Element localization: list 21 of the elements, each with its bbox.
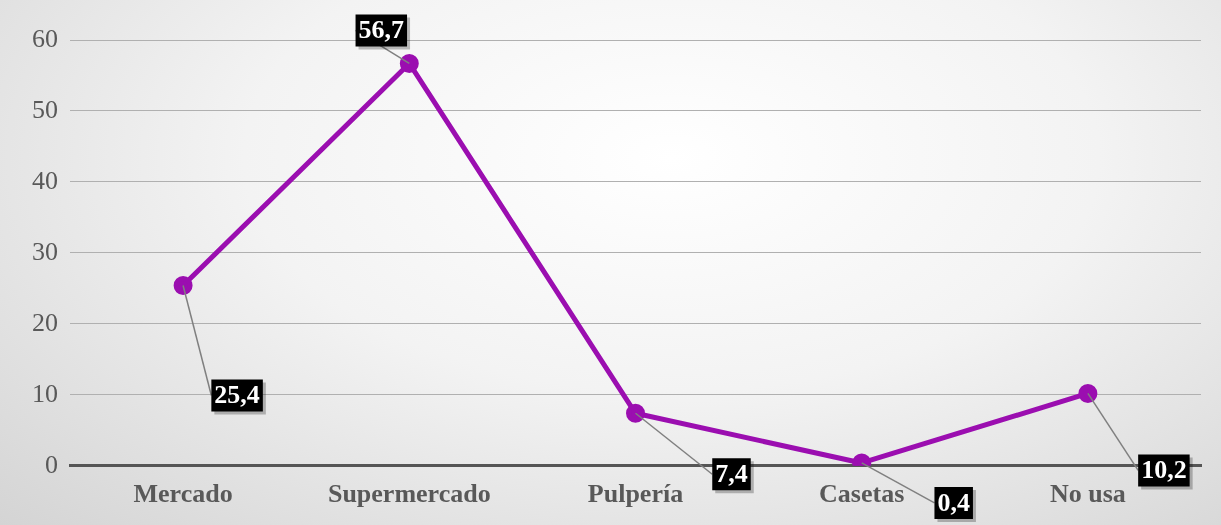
y-tick-label: 0 (45, 449, 58, 479)
x-tick-label: No usa (1049, 479, 1126, 509)
data-label: 7,4 (715, 459, 748, 488)
point (173, 276, 193, 296)
x-tick-label: Casetas (819, 479, 905, 509)
y-tick-label: 30 (32, 236, 58, 266)
x-tick-label: Supermercado (327, 479, 491, 509)
data-label: 56,7 (358, 15, 405, 45)
x-tick-label: Pulpería (587, 479, 684, 509)
x-tick-label: Mercado (133, 479, 233, 509)
point (626, 403, 645, 423)
data-label: 25,4 (214, 380, 260, 410)
y-tick-label: 20 (32, 307, 58, 337)
y-tick-label: 10 (32, 378, 58, 408)
y-tick-label: 60 (32, 23, 58, 53)
point (399, 53, 419, 73)
point (1078, 383, 1098, 403)
y-tick-label: 50 (32, 94, 58, 124)
y-tick-label: 40 (32, 165, 58, 195)
data-label: 0,4 (937, 487, 970, 517)
data-label: 10,2 (1141, 455, 1187, 485)
